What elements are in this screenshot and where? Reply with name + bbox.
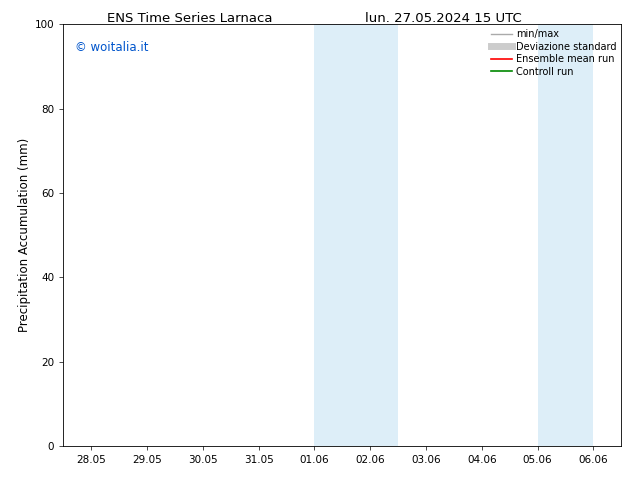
Text: lun. 27.05.2024 15 UTC: lun. 27.05.2024 15 UTC — [365, 12, 522, 25]
Bar — [538, 24, 593, 446]
Legend: min/max, Deviazione standard, Ensemble mean run, Controll run: min/max, Deviazione standard, Ensemble m… — [489, 27, 618, 78]
Bar — [314, 24, 398, 446]
Text: ENS Time Series Larnaca: ENS Time Series Larnaca — [107, 12, 273, 25]
Text: © woitalia.it: © woitalia.it — [75, 41, 148, 54]
Y-axis label: Precipitation Accumulation (mm): Precipitation Accumulation (mm) — [18, 138, 30, 332]
